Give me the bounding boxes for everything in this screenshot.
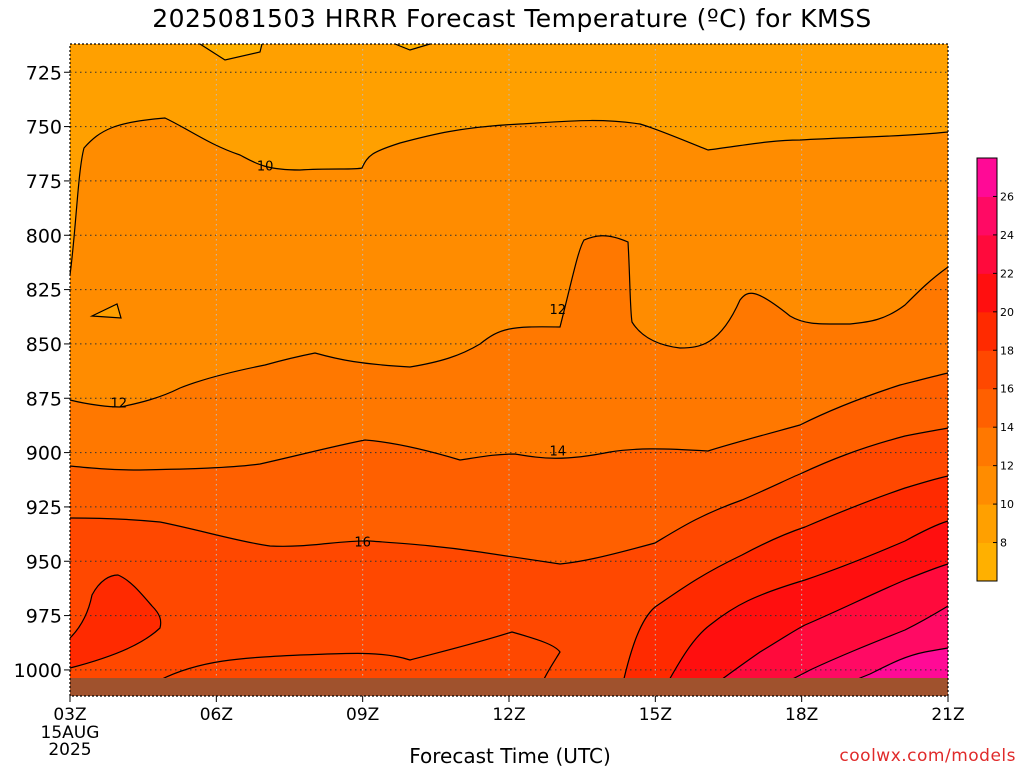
colorbar-segment-10 (977, 158, 997, 197)
isotherm-line-1 (199, 43, 263, 61)
surface-terrain (70, 678, 948, 696)
colorbar-segment-0 (977, 542, 997, 582)
x-tick-label-1: 06Z (200, 705, 233, 725)
contour-label-2: 12 (550, 303, 567, 318)
isotherm-line-7 (619, 475, 949, 697)
y-tick-label-800: 800 (26, 225, 62, 247)
y-tick-label-825: 825 (26, 280, 62, 302)
colorbar: 8 10 12 14 16 18 20 22 24 26 (976, 157, 1014, 582)
isotherm-line-6 (69, 427, 949, 565)
contour-label-3: 14 (550, 444, 567, 459)
colorbar-label-18: 18 (1000, 344, 1014, 357)
colorbar-label-24: 24 (1000, 229, 1014, 242)
x-tick-label-6: 21Z (931, 705, 964, 725)
contour-labels: 10 12 12 14 16 (111, 160, 567, 551)
isotherm-line-0 (69, 117, 949, 276)
isotherm-line-5 (69, 372, 949, 471)
colorbar-label-10: 10 (1000, 498, 1014, 511)
temperature-band-1 (200, 44, 262, 60)
y-tick-label-725: 725 (26, 62, 62, 84)
isotherm-line-10 (699, 563, 949, 697)
isotherm-line-2 (394, 43, 431, 51)
y-tick-label-950: 950 (26, 551, 62, 573)
contour-label-0: 10 (257, 160, 274, 175)
colorbar-label-20: 20 (1000, 306, 1014, 319)
colorbar-segment-5 (977, 350, 997, 390)
chart-title: 2025081503 HRRR Forecast Temperature (ºC… (152, 4, 872, 33)
x-date-label-0: 15AUG (41, 723, 100, 743)
colorbar-label-16: 16 (1000, 383, 1014, 396)
colorbar-segment-2 (977, 465, 997, 505)
colorbar-segment-1 (977, 504, 997, 544)
x-tick-label-3: 12Z (492, 705, 525, 725)
colorbar-segment-7 (977, 273, 997, 313)
colorbar-segment-9 (977, 196, 997, 236)
x-axis-label: Forecast Time (UTC) (409, 744, 611, 768)
colorbar-label-14: 14 (1000, 421, 1014, 434)
isotherm-line-8 (69, 574, 162, 669)
x-tick-label-4: 15Z (639, 705, 672, 725)
colorbar-segment-6 (977, 311, 997, 351)
credit-text: coolwx.com/models (839, 746, 1016, 766)
x-tick-label-2: 09Z (346, 705, 379, 725)
grid-lines (70, 44, 948, 696)
y-axis: 725 750 775 800 825 850 875 900 925 950 975 1000 (14, 62, 70, 682)
y-tick-label-975: 975 (26, 606, 62, 628)
colorbar-label-8: 8 (1000, 537, 1007, 550)
x-tick-label-0: 03Z (53, 705, 86, 725)
temperature-band-4 (92, 304, 121, 318)
colorbar-label-12: 12 (1000, 460, 1014, 473)
x-tick-label-5: 18Z (785, 705, 818, 725)
y-tick-label-1000: 1000 (14, 660, 62, 682)
colorbar-segment-3 (977, 427, 997, 467)
colorbar-label-26: 26 (1000, 190, 1014, 203)
temperature-band-9 (70, 575, 161, 668)
temperature-band-2 (395, 44, 430, 50)
y-tick-label-850: 850 (26, 334, 62, 356)
y-tick-label-925: 925 (26, 497, 62, 519)
colorbar-frame (976, 157, 998, 582)
y-tick-label-875: 875 (26, 388, 62, 410)
y-tick-label-750: 750 (26, 117, 62, 139)
y-tick-label-775: 775 (26, 171, 62, 193)
isotherm-line-4 (69, 235, 949, 408)
contour-label-1: 12 (111, 397, 128, 412)
contour-label-4: 16 (354, 536, 371, 551)
isotherm-line-9 (659, 520, 949, 697)
colorbar-segment-8 (977, 234, 997, 274)
colorbar-segment-4 (977, 388, 997, 428)
isotherm-line-3 (89, 303, 122, 319)
x-date-label-1: 2025 (48, 740, 91, 760)
isotherm-line-13 (159, 631, 561, 697)
colorbar-label-22: 22 (1000, 267, 1014, 280)
y-tick-label-900: 900 (26, 443, 62, 465)
